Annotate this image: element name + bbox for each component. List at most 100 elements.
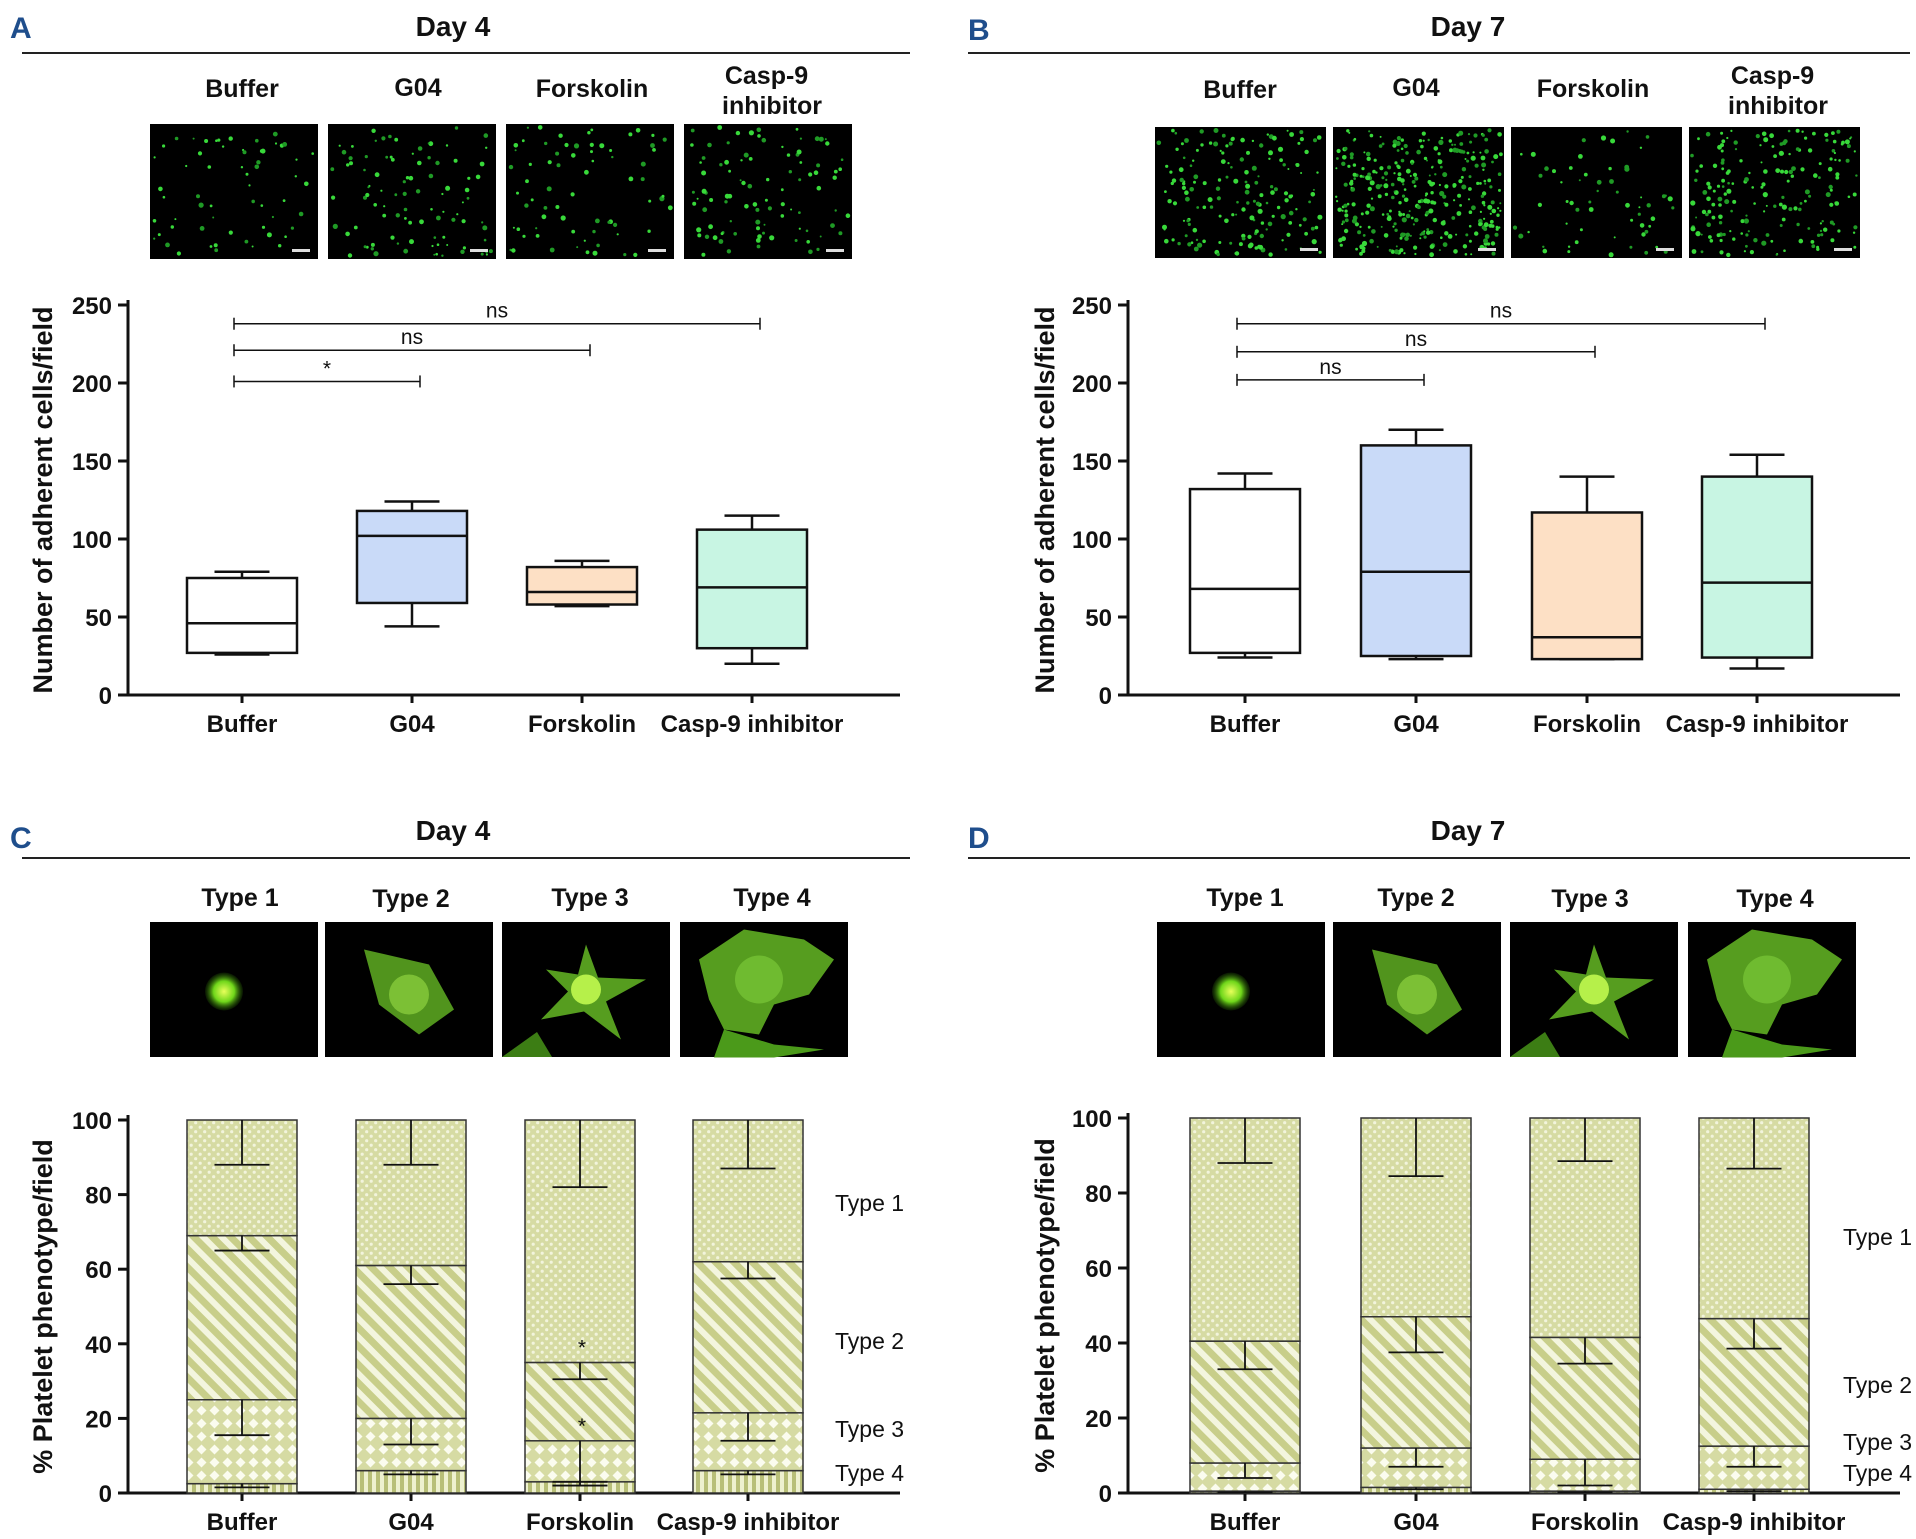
platelet-cell-core — [1743, 955, 1791, 1004]
legend-type-2: Type 2 — [835, 1328, 904, 1354]
platelet-dot — [1288, 194, 1293, 199]
platelet-dot — [373, 251, 379, 257]
platelet-dot — [1832, 139, 1837, 144]
platelet-dot — [1801, 130, 1804, 133]
platelet-dot — [1661, 194, 1666, 199]
platelet-dot — [790, 208, 793, 211]
platelet-dot — [1499, 202, 1502, 205]
platelet-dot — [278, 244, 282, 248]
platelet-dot — [1424, 194, 1427, 197]
platelet-dot — [1745, 233, 1749, 237]
platelet-dot — [808, 172, 813, 177]
platelet-dot — [1344, 218, 1349, 223]
platelet-dot — [1162, 224, 1167, 230]
platelet-dot — [798, 178, 802, 182]
box-iqr — [1359, 444, 1473, 658]
platelet-dot — [1361, 167, 1365, 171]
x-tick-label-buffer: Buffer — [207, 711, 278, 738]
platelet-dot — [1613, 236, 1616, 239]
platelet-dot — [365, 245, 369, 249]
platelet-dot — [1481, 191, 1487, 196]
platelet-dot — [816, 247, 820, 251]
platelet-dot — [1343, 228, 1349, 234]
platelet-dot — [1286, 129, 1289, 132]
platelet-dot — [585, 250, 590, 255]
platelet-dot — [1487, 128, 1492, 133]
platelet-dot — [1202, 181, 1207, 186]
platelet-dot — [611, 155, 614, 159]
platelet-dot — [1699, 164, 1703, 168]
platelet-dot — [1269, 185, 1274, 189]
box-iqr — [185, 576, 299, 655]
platelet-dot — [1455, 233, 1458, 236]
platelet-dot — [1401, 217, 1407, 223]
significance-label: ns — [1490, 300, 1512, 323]
micrograph-background — [1333, 127, 1504, 258]
platelet-dot — [480, 252, 484, 256]
platelet-dot — [1213, 141, 1219, 147]
platelet-dot — [650, 143, 655, 148]
platelet-dot — [1286, 232, 1291, 237]
platelet-dot — [1426, 230, 1431, 235]
platelet-dot — [1342, 155, 1347, 160]
platelet-dot — [1410, 162, 1414, 165]
platelet-dot — [417, 146, 423, 151]
platelet-dot — [1837, 229, 1841, 233]
x-tick-label-buffer: Buffer — [1210, 711, 1281, 738]
platelet-dot — [755, 207, 760, 212]
platelet-dot — [743, 152, 749, 158]
platelet-dot — [245, 172, 249, 176]
significance-label: ns — [1319, 356, 1341, 379]
platelet-dot — [1244, 189, 1250, 195]
platelet-dot — [1718, 214, 1723, 220]
platelet-dot — [1581, 138, 1586, 143]
platelet-dot — [1478, 218, 1483, 224]
platelet-dot — [254, 164, 260, 170]
platelet-dot — [1763, 210, 1766, 213]
platelet-dot — [1609, 179, 1614, 184]
platelet-dot — [1431, 181, 1435, 186]
platelet-dot — [795, 127, 799, 131]
platelet-dot — [371, 128, 376, 133]
box-casp-9-inhibitor — [1700, 453, 1814, 670]
platelet-dot — [1479, 210, 1482, 213]
micrograph-4 — [684, 124, 852, 259]
platelet-dot — [1277, 146, 1284, 152]
y-tick-label: 250 — [1072, 293, 1112, 320]
platelet-cell-core — [1397, 974, 1437, 1015]
platelet-dot — [1378, 144, 1383, 148]
platelet-dot — [1482, 168, 1485, 171]
platelet-dot — [549, 247, 555, 253]
platelet-dot — [1369, 238, 1374, 244]
platelet-dot — [162, 195, 166, 199]
platelet-dot — [1310, 192, 1316, 197]
platelet-dot — [251, 245, 254, 248]
platelet-dot — [1706, 222, 1711, 227]
platelet-dot — [390, 157, 395, 162]
platelet-dot — [1421, 231, 1426, 236]
scale-bar — [1834, 248, 1852, 251]
image-label-casp9: Casp-9 inhibitor — [722, 62, 822, 120]
platelet-dot — [1498, 226, 1501, 229]
platelet-dot — [1484, 137, 1489, 142]
platelet-dot — [1270, 190, 1275, 195]
panel-D-image-labels: Type 1 Type 2 Type 3 Type 4 — [1206, 884, 1813, 913]
platelet-dot — [1383, 171, 1389, 176]
platelet-dot — [1430, 166, 1434, 169]
platelet-dot — [1430, 200, 1435, 205]
platelet-dot — [1639, 223, 1645, 228]
platelet-dot — [833, 169, 838, 174]
platelet-dot — [481, 221, 484, 224]
platelet-dot — [1216, 196, 1221, 201]
platelet-dot — [1775, 168, 1781, 174]
platelet-dot — [1732, 199, 1737, 204]
platelet-dot — [592, 250, 598, 256]
platelet-dot — [1402, 183, 1405, 186]
platelet-dot — [1365, 151, 1371, 157]
platelet-dot — [640, 177, 645, 182]
platelet-dot — [1268, 157, 1271, 160]
platelet-dot — [1542, 245, 1545, 248]
platelet-dot — [590, 128, 594, 132]
x-tick-label-buffer: Buffer — [1210, 1509, 1281, 1536]
platelet-dot — [1383, 183, 1389, 189]
